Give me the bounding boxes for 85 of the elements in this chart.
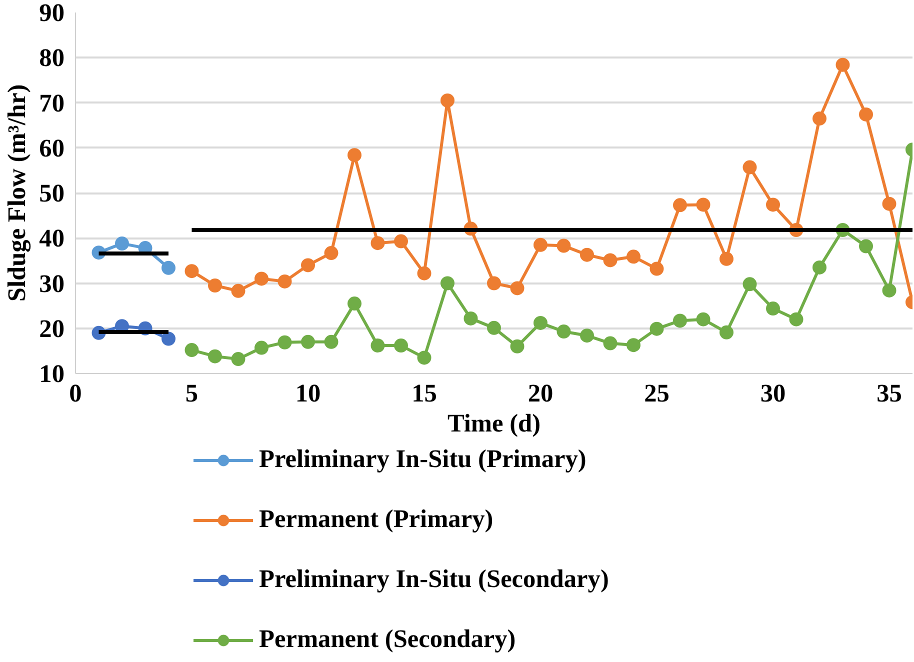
x-tick-label: 10 — [295, 380, 321, 408]
y-tick-label: 20 — [39, 314, 64, 343]
point — [231, 352, 246, 366]
x-tick-label: 5 — [185, 380, 198, 408]
point — [534, 316, 548, 330]
y-tick-label: 40 — [39, 224, 64, 253]
point — [859, 107, 873, 122]
x-tick-label: 20 — [528, 380, 554, 408]
point — [370, 338, 385, 353]
point — [812, 112, 826, 126]
point — [696, 198, 710, 212]
point — [673, 314, 687, 328]
legend-label: Preliminary In-Situ (Primary) — [259, 445, 586, 474]
point — [301, 334, 315, 349]
point — [720, 325, 734, 340]
point — [184, 343, 199, 358]
point — [440, 276, 454, 290]
point — [650, 262, 664, 276]
point — [370, 236, 385, 250]
legend-label: Permanent (Primary) — [259, 505, 494, 534]
point — [394, 338, 408, 353]
point — [231, 284, 246, 298]
point — [789, 312, 804, 326]
point — [603, 253, 618, 268]
point — [626, 338, 640, 352]
point — [115, 236, 129, 251]
y-tick-label: 70 — [39, 89, 64, 118]
y-tick-label: 30 — [39, 270, 64, 298]
x-tick-label: 35 — [876, 380, 902, 408]
point — [394, 234, 408, 248]
point — [324, 246, 338, 260]
point — [696, 312, 710, 326]
x-tick-label: 0 — [69, 380, 82, 408]
point — [742, 160, 757, 174]
point — [859, 239, 873, 254]
point — [348, 148, 362, 162]
point — [766, 198, 780, 212]
point — [417, 350, 432, 365]
y-tick-label: 80 — [39, 44, 64, 72]
y-tick-label: 50 — [39, 180, 64, 208]
point — [510, 281, 524, 296]
point — [626, 250, 640, 264]
point — [742, 277, 757, 292]
point — [254, 272, 268, 286]
point — [278, 274, 292, 288]
point — [278, 335, 292, 350]
y-axis-title: Slduge Flow (m³/hr) — [3, 84, 32, 302]
point — [301, 258, 315, 272]
point — [348, 296, 362, 311]
y-tick-label: 10 — [39, 360, 64, 388]
point — [208, 278, 222, 292]
point — [836, 58, 850, 72]
x-tick-label: 30 — [760, 380, 786, 408]
point — [556, 324, 571, 339]
point — [464, 311, 478, 326]
y-tick-label: 90 — [39, 0, 64, 27]
point — [184, 264, 199, 278]
point — [882, 283, 896, 298]
point — [487, 320, 501, 335]
point — [673, 198, 687, 212]
point — [766, 302, 780, 316]
legend-label: Permanent (Secondary) — [259, 625, 516, 654]
x-axis-title: Time (d) — [447, 410, 541, 438]
point — [882, 196, 896, 211]
point — [556, 238, 571, 253]
point — [650, 322, 664, 336]
point — [534, 238, 548, 252]
point — [487, 276, 501, 290]
point — [510, 339, 524, 354]
point — [440, 94, 454, 108]
point — [254, 340, 268, 355]
point — [580, 248, 594, 262]
point — [580, 328, 594, 343]
point — [324, 334, 338, 349]
point — [162, 332, 176, 346]
point — [208, 349, 222, 364]
point — [812, 260, 826, 274]
point — [162, 260, 176, 275]
point — [720, 252, 734, 266]
y-tick-label: 60 — [39, 134, 64, 162]
x-tick-label: 25 — [644, 380, 670, 408]
legend-label: Preliminary In-Situ (Secondary) — [259, 565, 609, 594]
x-tick-label: 15 — [412, 380, 437, 408]
point — [603, 336, 618, 350]
point — [417, 266, 432, 280]
